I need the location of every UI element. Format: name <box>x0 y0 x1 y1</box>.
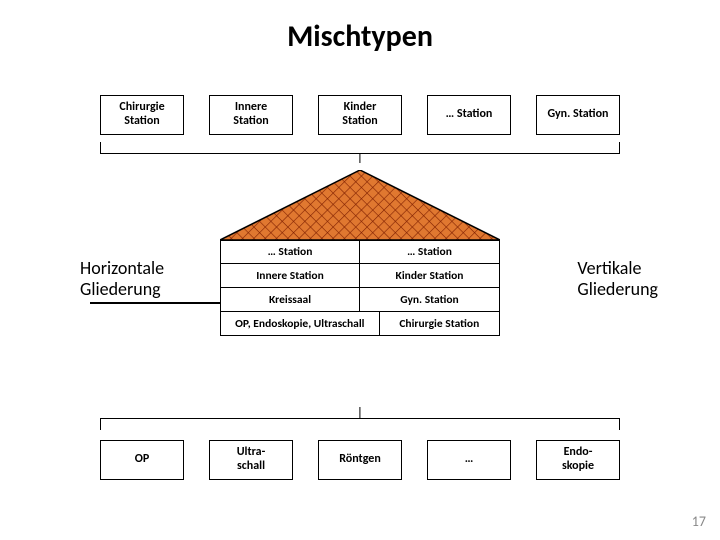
bottom-box: Endo-skopie <box>536 440 620 480</box>
house-cell: Innere Station <box>220 264 360 288</box>
top-box: Chirurgie Station <box>100 95 184 135</box>
top-box: Innere Station <box>209 95 293 135</box>
top-box: Kinder Station <box>318 95 402 135</box>
label-horizontale: Horizontale Gliederung <box>80 258 164 299</box>
house-cell: OP, Endoskopie, Ultraschall <box>220 312 380 336</box>
house-diagram: … Station … Station Innere Station Kinde… <box>220 170 500 336</box>
label-line: Gliederung <box>80 278 161 300</box>
bottom-box: OP <box>100 440 184 480</box>
house-floors: … Station … Station Innere Station Kinde… <box>220 240 500 336</box>
label-line: Horizontale <box>80 257 164 279</box>
house-floor: Innere Station Kinder Station <box>220 264 500 288</box>
house-cell: Kreissaal <box>220 288 360 312</box>
house-cell: … Station <box>360 240 500 264</box>
house-floor: … Station … Station <box>220 240 500 264</box>
bracket-top <box>100 142 620 154</box>
house-cell: Chirurgie Station <box>380 312 500 336</box>
top-box: Gyn. Station <box>536 95 620 135</box>
house-cell: Kinder Station <box>360 264 500 288</box>
house-roof <box>220 170 500 240</box>
house-floor: Kreissaal Gyn. Station <box>220 288 500 312</box>
label-line: Vertikale <box>577 257 641 279</box>
label-line: Gliederung <box>577 278 658 300</box>
label-vertikale: Vertikale Gliederung <box>577 258 658 299</box>
connector-left <box>90 302 220 304</box>
page-title: Mischtypen <box>0 0 720 55</box>
bottom-service-row: OP Ultra-schall Röntgen … Endo-skopie <box>100 440 620 480</box>
bracket-bottom <box>100 418 620 430</box>
page-number: 17 <box>692 513 706 530</box>
bottom-box: … <box>427 440 511 480</box>
top-box: … Station <box>427 95 511 135</box>
house-floor: OP, Endoskopie, Ultraschall Chirurgie St… <box>220 312 500 336</box>
bottom-box: Röntgen <box>318 440 402 480</box>
house-cell: … Station <box>220 240 360 264</box>
bottom-box: Ultra-schall <box>209 440 293 480</box>
house-cell: Gyn. Station <box>360 288 500 312</box>
top-station-row: Chirurgie Station Innere Station Kinder … <box>100 95 620 135</box>
